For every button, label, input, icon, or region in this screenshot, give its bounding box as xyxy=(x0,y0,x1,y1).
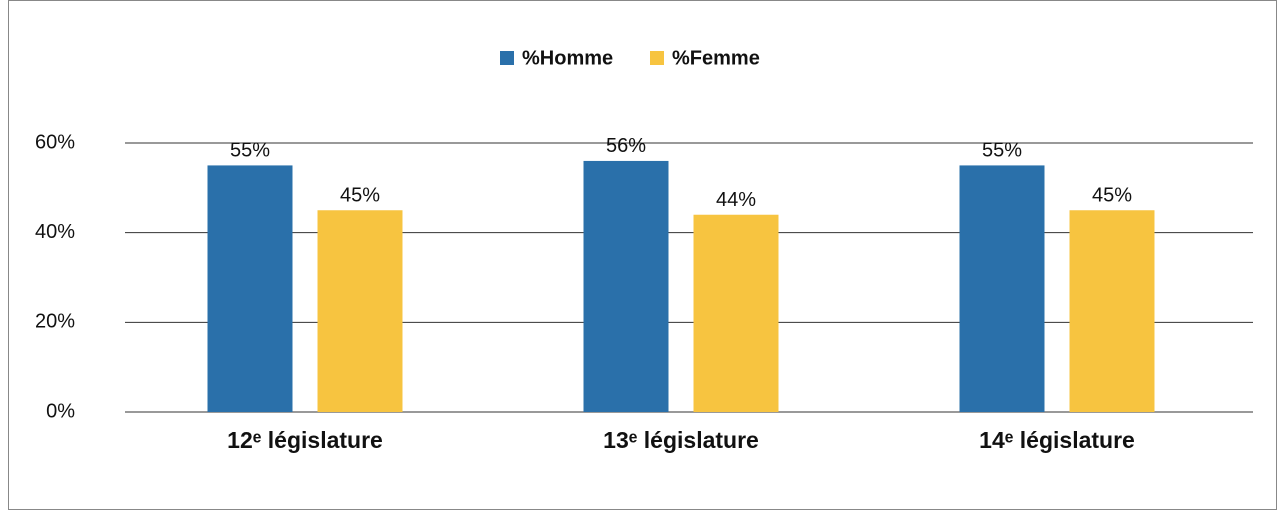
x-tick-label: 14ᵉ législature xyxy=(979,427,1135,453)
x-tick-label: 13ᵉ législature xyxy=(603,427,759,453)
x-tick-label: 12ᵉ législature xyxy=(227,427,383,453)
data-label: 55% xyxy=(982,140,1022,162)
legend-swatch xyxy=(650,51,664,65)
legend-swatch xyxy=(500,51,514,65)
data-label: 56% xyxy=(606,135,646,157)
data-label: 44% xyxy=(716,189,756,211)
legend-label: %Femme xyxy=(672,47,760,69)
bar xyxy=(583,160,669,412)
y-tick-label: 40% xyxy=(35,221,75,243)
y-tick-label: 0% xyxy=(46,400,75,422)
bar xyxy=(693,214,779,412)
data-label: 55% xyxy=(230,140,270,162)
data-label: 45% xyxy=(1092,185,1132,207)
bar xyxy=(1069,210,1155,412)
y-tick-label: 20% xyxy=(35,311,75,333)
bar xyxy=(959,165,1045,412)
y-tick-label: 60% xyxy=(35,131,75,153)
bar xyxy=(317,210,403,412)
bar xyxy=(207,165,293,412)
legend-label: %Homme xyxy=(522,47,613,69)
data-label: 45% xyxy=(340,185,380,207)
